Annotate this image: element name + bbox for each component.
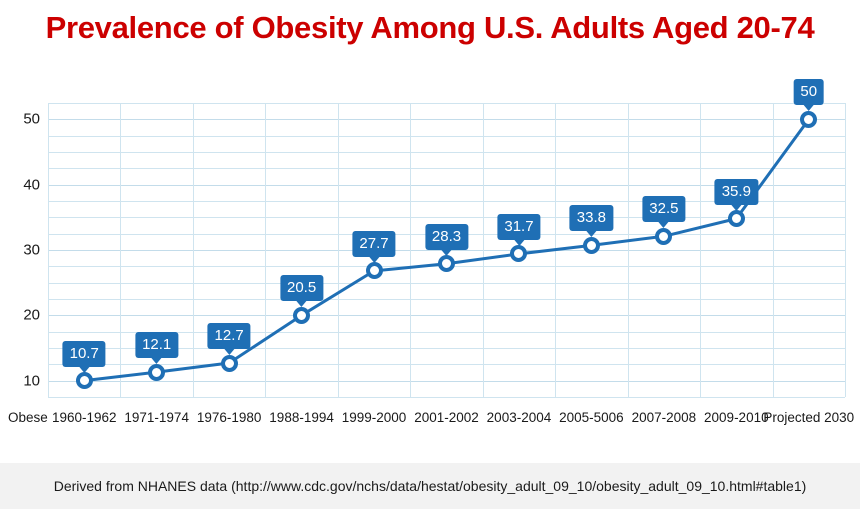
data-point-label: 50	[793, 79, 825, 112]
x-axis-tick-label: 2001-2002	[414, 410, 479, 425]
series-name-label: Obese	[8, 410, 48, 425]
x-axis-tick-label: 1976-1980	[196, 410, 262, 425]
data-point-label: 27.7	[352, 230, 396, 263]
data-point-marker[interactable]	[510, 245, 528, 263]
data-point-marker[interactable]	[75, 372, 93, 390]
gridline-horizontal	[48, 168, 845, 170]
gridline-vertical	[772, 103, 774, 397]
chart-canvas: 10 20 30 40 50 10.7 12.1 12.7 20.5 27.7 28.3 31.7 3…	[0, 56, 860, 456]
gridline-horizontal	[48, 184, 845, 186]
gridline-vertical	[120, 103, 122, 397]
y-axis-tick-label: 30	[23, 241, 40, 259]
gridline-horizontal	[48, 217, 845, 219]
data-point-label: 28.3	[424, 223, 469, 256]
data-point-marker[interactable]	[220, 354, 238, 372]
data-point-marker[interactable]	[438, 255, 455, 273]
data-point-marker[interactable]	[655, 227, 673, 245]
data-point-label: 10.7	[62, 340, 106, 373]
gridline-vertical	[627, 103, 629, 397]
data-point-marker[interactable]	[727, 210, 745, 228]
x-axis-tick-label: 2007-2008	[631, 410, 697, 425]
page-title: Prevalence of Obesity Among U.S. Adults …	[45, 10, 815, 45]
y-axis-tick-label: 10	[23, 372, 40, 390]
data-point-label: 31.7	[497, 213, 541, 246]
gridline-vertical	[410, 103, 412, 397]
gridline-vertical	[192, 103, 194, 397]
y-axis-tick-label: 20	[23, 306, 40, 324]
data-point-label: 32.5	[642, 196, 686, 229]
data-point-label: 20.5	[279, 275, 324, 308]
gridline-vertical	[48, 103, 49, 397]
gridline-vertical	[845, 103, 846, 397]
data-point-label: 33.8	[569, 205, 614, 238]
data-point-marker[interactable]	[365, 262, 383, 280]
x-axis-tick-label: 1999-2000	[341, 410, 407, 425]
gridline-horizontal	[48, 152, 845, 153]
x-axis-tick-label: Projected 2030	[763, 410, 855, 425]
gridline-horizontal	[48, 135, 845, 137]
x-axis-tick-label: 1971-1974	[124, 410, 189, 425]
data-point-marker[interactable]	[582, 236, 600, 254]
series-line-obese	[82, 117, 811, 383]
x-axis: Obese 1960-1962 1971-1974 1976-1980 1988-19…	[0, 408, 860, 434]
gridline-horizontal	[48, 348, 845, 349]
x-axis-tick-label: 2005-5006	[559, 410, 624, 425]
data-point-marker[interactable]	[800, 110, 818, 128]
gridline-horizontal	[48, 201, 845, 202]
gridline-vertical	[265, 103, 267, 397]
gridline-horizontal	[48, 380, 845, 382]
y-axis-tick-label: 40	[23, 176, 40, 194]
y-axis: 10 20 30 40 50	[0, 56, 860, 456]
gridline-horizontal	[48, 282, 845, 284]
gridline-horizontal	[48, 119, 845, 121]
gridline-vertical	[482, 103, 484, 397]
data-point-label: 35.9	[714, 178, 758, 211]
gridline-horizontal	[48, 331, 845, 333]
x-axis-tick-label: 2003-2004	[486, 410, 552, 425]
data-point-marker[interactable]	[293, 306, 311, 324]
x-axis-tick-label: 1960-1962	[51, 410, 117, 425]
gridline-horizontal	[48, 103, 845, 104]
data-point-label: 12.1	[135, 332, 179, 365]
y-axis-tick-label: 50	[23, 110, 40, 128]
gridline-vertical	[700, 103, 702, 397]
source-attribution: Derived from NHANES data (http://www.cdc…	[53, 478, 807, 494]
data-point-label: 12.7	[207, 323, 251, 356]
data-point-marker[interactable]	[148, 363, 166, 381]
footer-band: Derived from NHANES data (http://www.cdc…	[0, 463, 860, 509]
gridline-vertical	[337, 103, 339, 397]
x-axis-tick-label: 1988-1994	[269, 410, 334, 425]
gridline-horizontal	[48, 315, 845, 317]
gridline-horizontal	[48, 397, 845, 398]
gridline-horizontal	[48, 364, 845, 366]
gridline-horizontal	[48, 299, 845, 300]
x-axis-tick-label: 2009-2010	[704, 410, 769, 425]
